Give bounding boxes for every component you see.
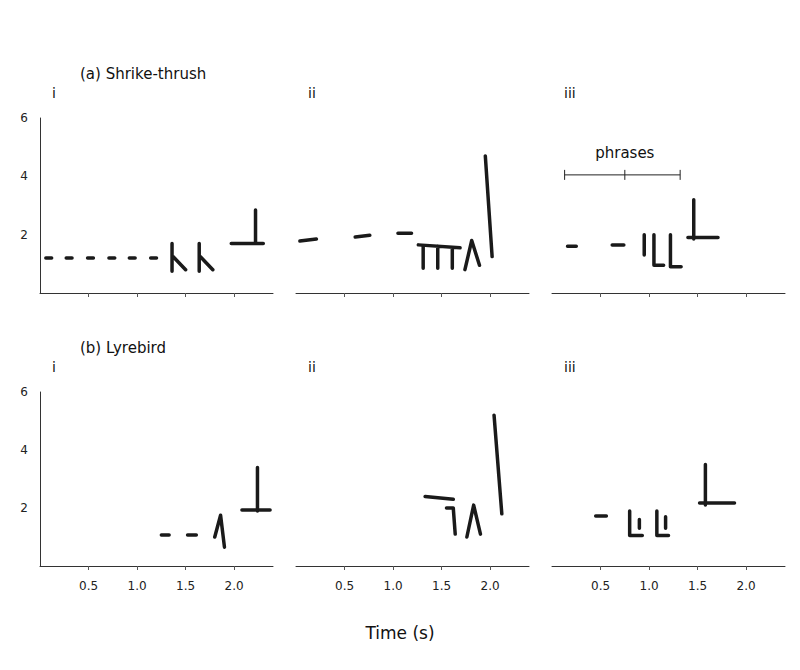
- svg-text:6: 6: [20, 111, 28, 125]
- svg-text:4: 4: [20, 443, 28, 457]
- svg-text:0.5: 0.5: [335, 579, 354, 593]
- svg-text:2.0: 2.0: [225, 579, 244, 593]
- svg-text:1.0: 1.0: [384, 579, 403, 593]
- svg-text:1.5: 1.5: [432, 579, 451, 593]
- svg-text:(a) Shrike-thrush: (a) Shrike-thrush: [80, 65, 206, 83]
- svg-text:Time (s): Time (s): [364, 623, 434, 643]
- svg-text:iii: iii: [564, 85, 576, 101]
- svg-text:1.5: 1.5: [176, 579, 195, 593]
- svg-text:phrases: phrases: [595, 144, 654, 162]
- svg-text:2: 2: [20, 228, 28, 242]
- svg-text:1.0: 1.0: [128, 579, 147, 593]
- svg-text:(b) Lyrebird: (b) Lyrebird: [80, 339, 166, 357]
- svg-text:1.5: 1.5: [688, 579, 707, 593]
- svg-text:2: 2: [20, 501, 28, 515]
- svg-text:0.5: 0.5: [79, 579, 98, 593]
- svg-text:ii: ii: [308, 359, 316, 375]
- svg-text:0.5: 0.5: [591, 579, 610, 593]
- svg-text:4: 4: [20, 169, 28, 183]
- svg-text:6: 6: [20, 385, 28, 399]
- svg-text:i: i: [52, 359, 56, 375]
- svg-text:1.0: 1.0: [640, 579, 659, 593]
- svg-text:ii: ii: [308, 85, 316, 101]
- svg-text:iii: iii: [564, 359, 576, 375]
- svg-text:i: i: [52, 85, 56, 101]
- svg-text:2.0: 2.0: [737, 579, 756, 593]
- svg-text:2.0: 2.0: [481, 579, 500, 593]
